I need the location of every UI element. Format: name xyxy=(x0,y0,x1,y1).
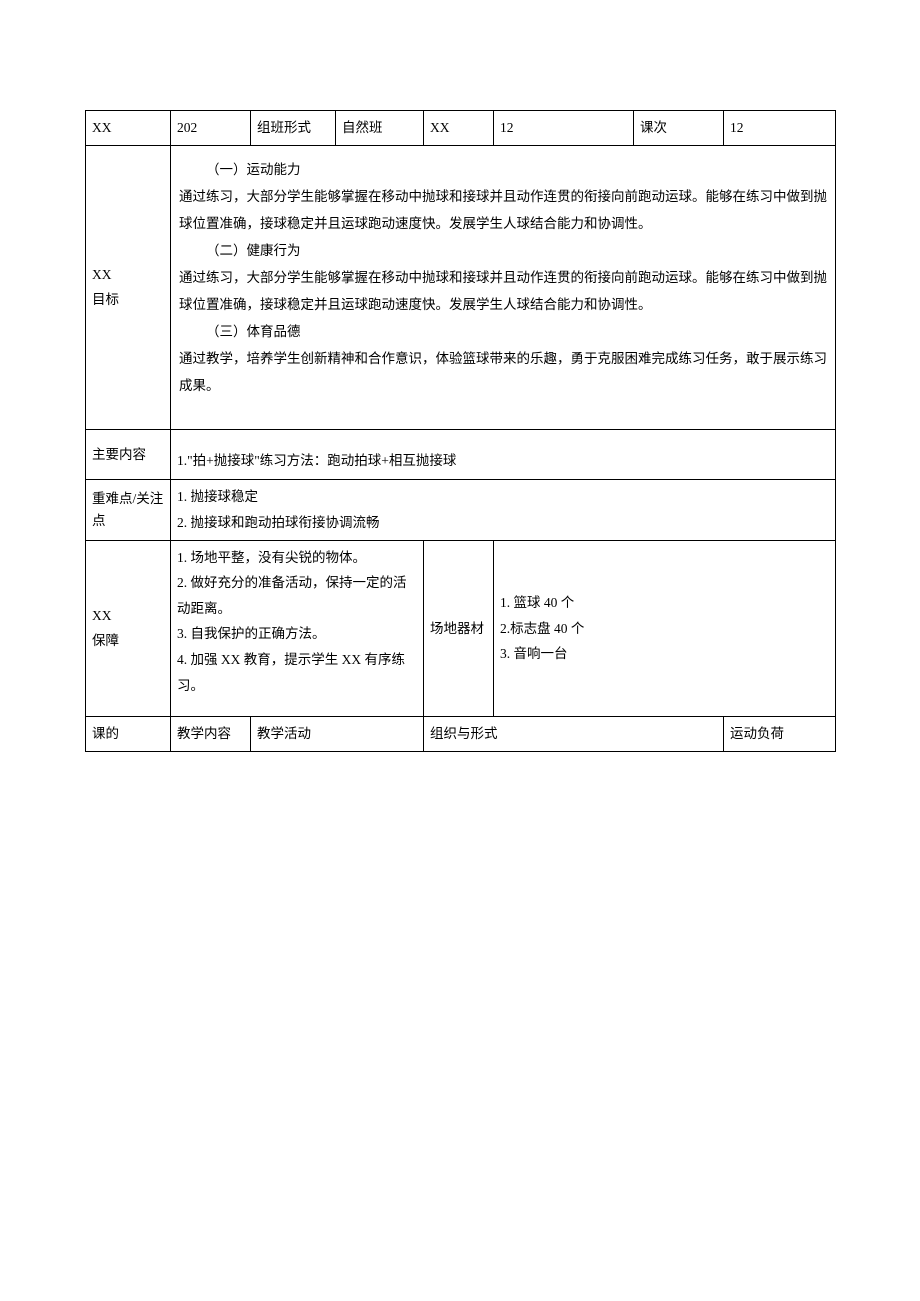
equipment-content: 1. 篮球 40 个 2.标志盘 40 个 3. 音响一台 xyxy=(494,540,836,717)
header-row: XX 202 组班形式 自然班 XX 12 课次 12 xyxy=(86,111,836,146)
goals-p3: 通过教学，培养学生创新精神和合作意识，体验篮球带来的乐趣，勇于克服困难完成练习任… xyxy=(179,345,827,399)
safety-label-2: 保障 xyxy=(92,628,164,654)
main-content-value: 1."拍+抛接球"练习方法：跑动拍球+相互抛接球 xyxy=(171,429,836,480)
goals-h3: （三）体育品德 xyxy=(179,318,827,345)
cell-year: 202 xyxy=(171,111,251,146)
safety-4: 4. 加强 XX 教育，提示学生 XX 有序练习。 xyxy=(177,647,417,698)
safety-3: 3. 自我保护的正确方法。 xyxy=(177,621,417,647)
goals-content: （一）运动能力 通过练习，大部分学生能够掌握在移动中抛球和接球并且动作连贯的衔接… xyxy=(171,145,836,429)
cell-class-form-value: 自然班 xyxy=(336,111,424,146)
safety-row: XX 保障 1. 场地平整，没有尖锐的物体。 2. 做好充分的准备活动，保持一定… xyxy=(86,540,836,717)
key-point-1: 1. 抛接球稳定 xyxy=(177,484,829,510)
safety-content: 1. 场地平整，没有尖锐的物体。 2. 做好充分的准备活动，保持一定的活动距离。… xyxy=(171,540,424,717)
cell-num-1: 12 xyxy=(494,111,634,146)
cell-lesson-count-value: 12 xyxy=(724,111,836,146)
key-points-row: 重难点/关注点 1. 抛接球稳定 2. 抛接球和跑动拍球衔接协调流畅 xyxy=(86,480,836,540)
safety-1: 1. 场地平整，没有尖锐的物体。 xyxy=(177,545,417,571)
goals-h1: （一）运动能力 xyxy=(179,156,827,183)
goals-p1: 通过练习，大部分学生能够掌握在移动中抛球和接球并且动作连贯的衔接向前跑动运球。能… xyxy=(179,183,827,237)
safety-2: 2. 做好充分的准备活动，保持一定的活动距离。 xyxy=(177,570,417,621)
key-points-label: 重难点/关注点 xyxy=(86,480,171,540)
key-points-content: 1. 抛接球稳定 2. 抛接球和跑动拍球衔接协调流畅 xyxy=(171,480,836,540)
footer-c5: 运动负荷 xyxy=(724,717,836,752)
footer-c4: 组织与形式 xyxy=(424,717,724,752)
main-content-row: 主要内容 1."拍+抛接球"练习方法：跑动拍球+相互抛接球 xyxy=(86,429,836,480)
goals-p2: 通过练习，大部分学生能够掌握在移动中抛球和接球并且动作连贯的衔接向前跑动运球。能… xyxy=(179,264,827,318)
equipment-3: 3. 音响一台 xyxy=(500,641,829,667)
cell-xx-2: XX xyxy=(424,111,494,146)
equipment-2: 2.标志盘 40 个 xyxy=(500,616,829,642)
footer-c2: 教学内容 xyxy=(171,717,251,752)
goals-h2: （二）健康行为 xyxy=(179,237,827,264)
footer-row: 课的 教学内容 教学活动 组织与形式 运动负荷 xyxy=(86,717,836,752)
cell-xx-1: XX xyxy=(86,111,171,146)
safety-label-1: XX xyxy=(92,603,164,629)
cell-class-form-label: 组班形式 xyxy=(251,111,336,146)
goals-label-2: 目标 xyxy=(92,287,164,313)
equipment-1: 1. 篮球 40 个 xyxy=(500,590,829,616)
equipment-label: 场地器材 xyxy=(424,540,494,717)
cell-lesson-count-label: 课次 xyxy=(634,111,724,146)
lesson-plan-table: XX 202 组班形式 自然班 XX 12 课次 12 XX 目标 （一）运动能… xyxy=(85,110,836,752)
goals-label: XX 目标 xyxy=(86,145,171,429)
main-content-label: 主要内容 xyxy=(86,429,171,480)
goals-label-1: XX xyxy=(92,262,164,288)
key-point-2: 2. 抛接球和跑动拍球衔接协调流畅 xyxy=(177,510,829,536)
footer-c1: 课的 xyxy=(86,717,171,752)
safety-label: XX 保障 xyxy=(86,540,171,717)
goals-row: XX 目标 （一）运动能力 通过练习，大部分学生能够掌握在移动中抛球和接球并且动… xyxy=(86,145,836,429)
footer-c3: 教学活动 xyxy=(251,717,424,752)
